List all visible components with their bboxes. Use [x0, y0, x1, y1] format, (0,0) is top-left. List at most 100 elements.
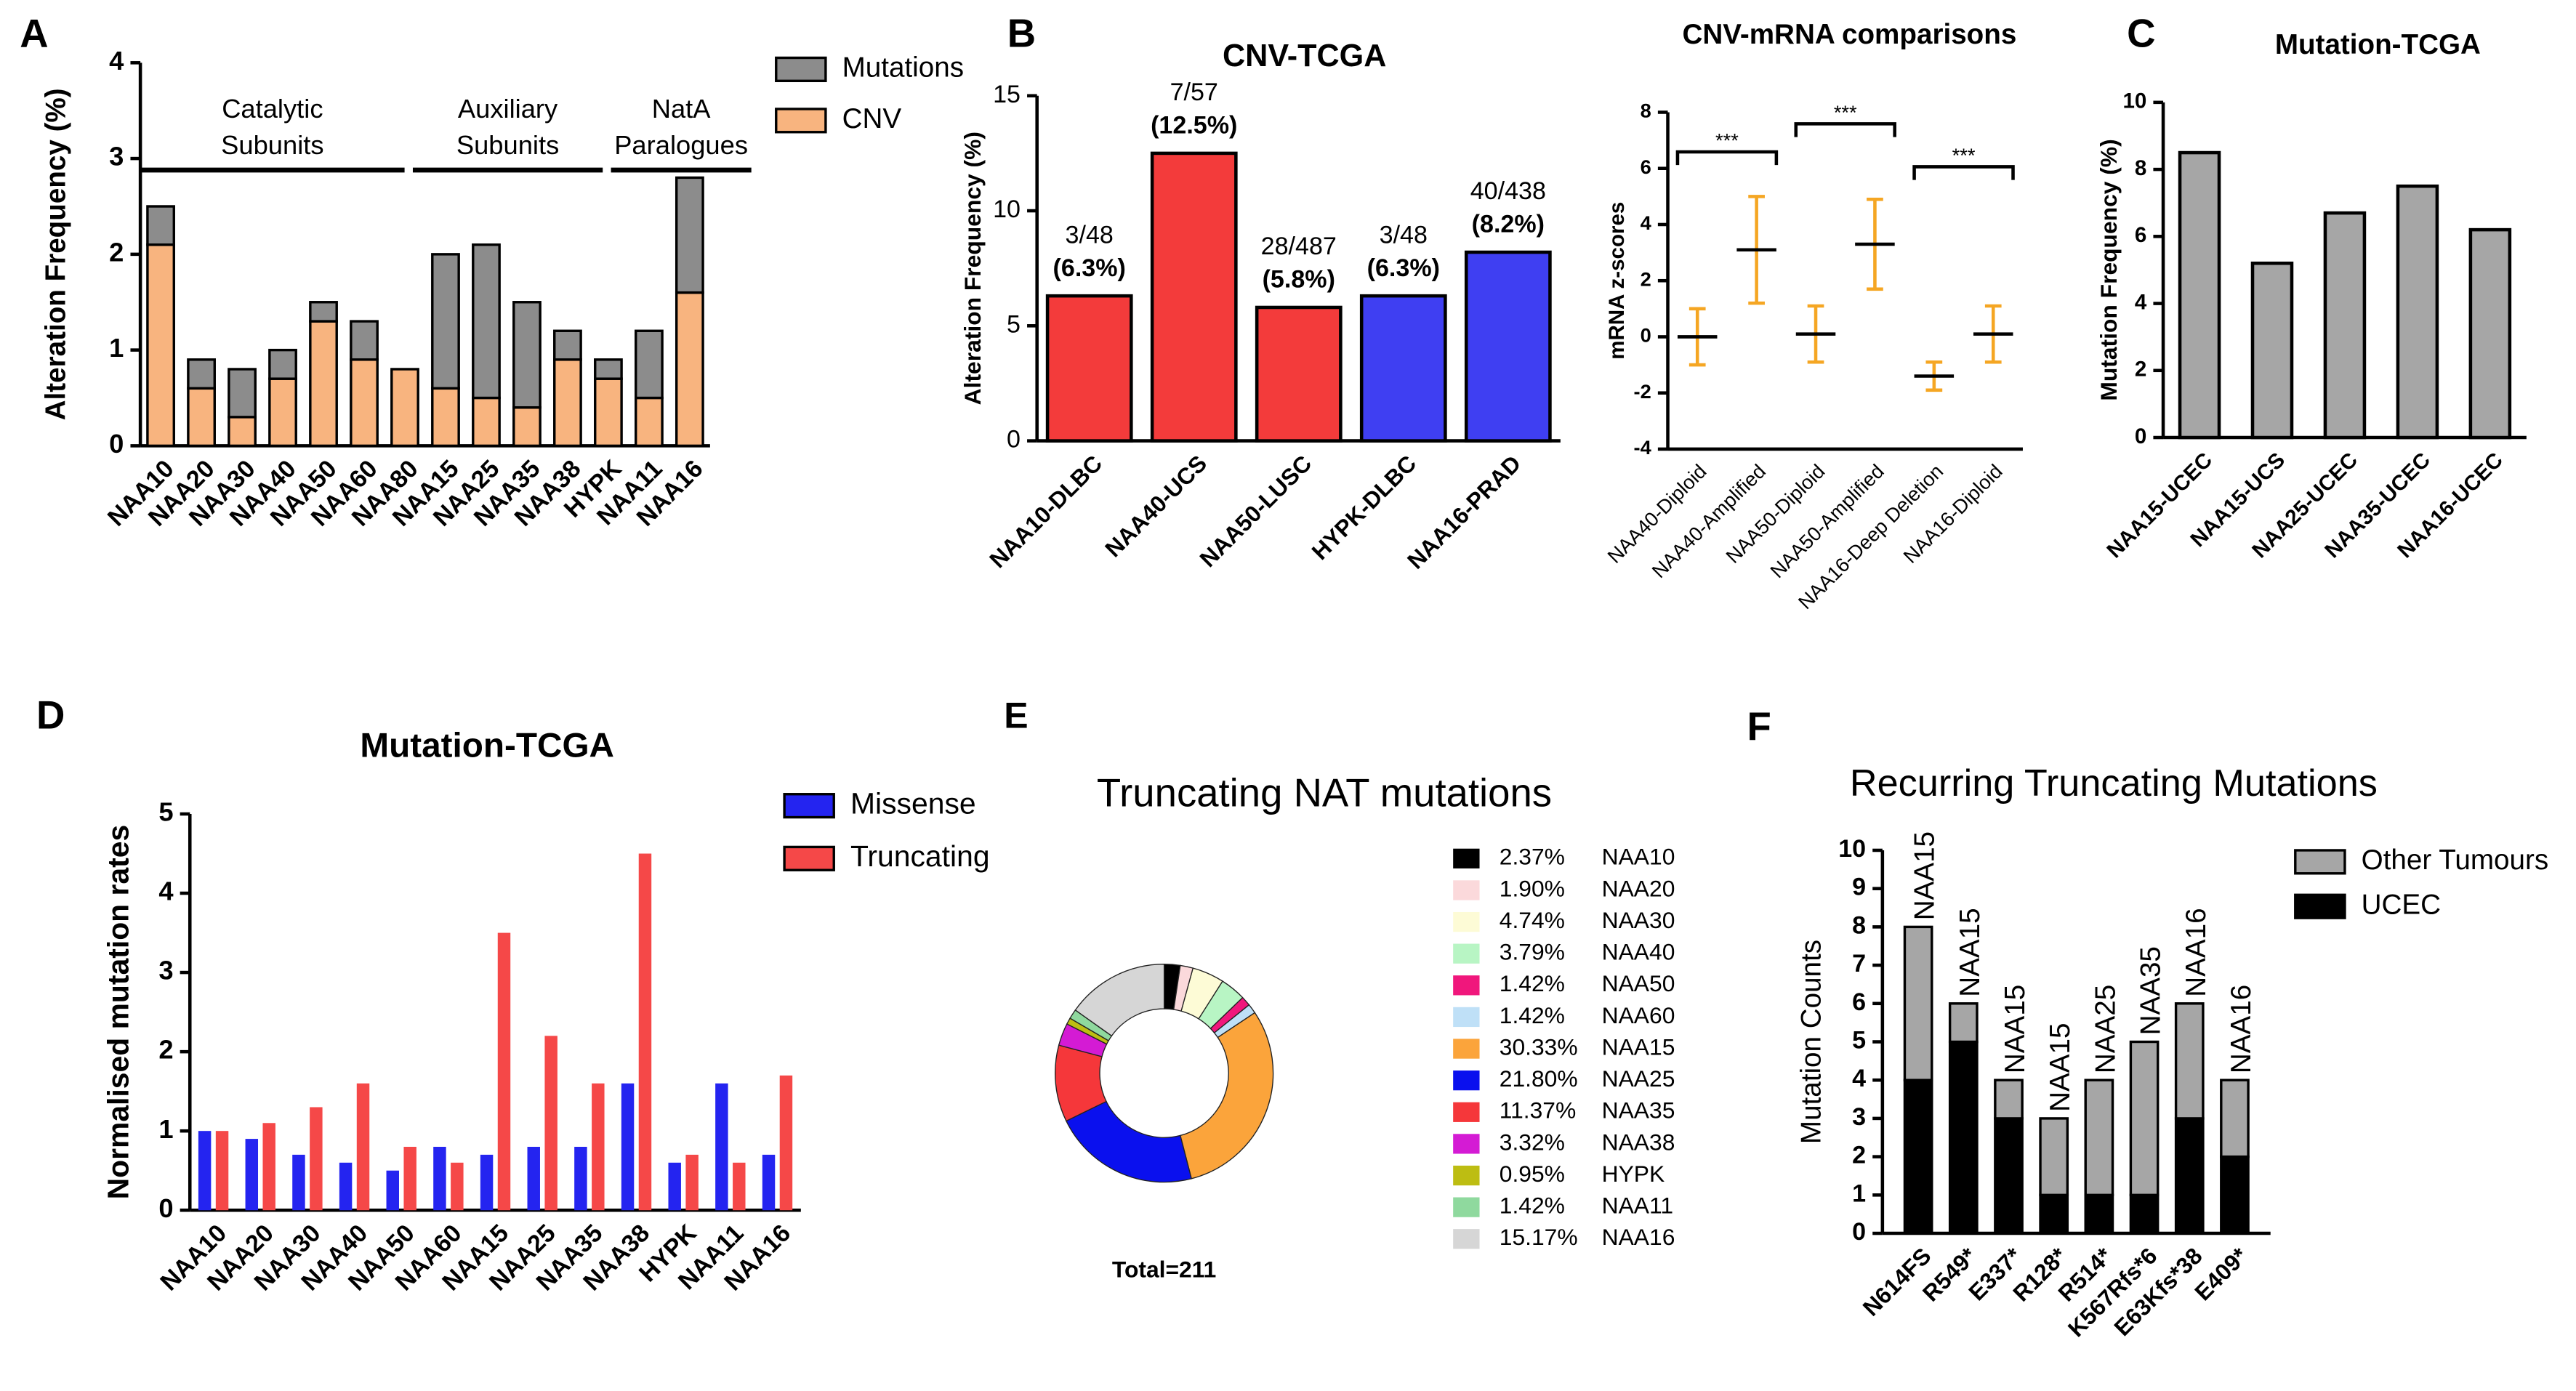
y-tick-label: 8 [1852, 911, 1866, 939]
legend-value: 30.33% [1500, 1033, 1578, 1060]
y-tick-label: -2 [1634, 380, 1651, 403]
legend-label: NAA11 [1602, 1193, 1673, 1219]
bar-segment [553, 329, 582, 361]
y-axis-label: Alteration Frequency (%) [41, 88, 72, 420]
bar [779, 1075, 793, 1211]
bar-segment [187, 358, 216, 390]
bar [621, 1083, 635, 1211]
bar-segment [2220, 1078, 2250, 1158]
bar [733, 1162, 746, 1211]
bar [310, 1107, 323, 1211]
significance-label: *** [1715, 129, 1739, 152]
legend-value: 1.42% [1500, 1193, 1565, 1219]
bar-segment [472, 243, 501, 400]
legend-label: Missense [850, 786, 976, 820]
y-tick-label: 10 [993, 195, 1021, 223]
bar [668, 1162, 681, 1211]
y-axis-label: Normalised mutation rates [102, 825, 135, 1200]
group-label: Paralogues [614, 130, 748, 160]
y-tick-label: 6 [1641, 156, 1651, 178]
legend-label: NAA20 [1602, 875, 1675, 901]
bar [638, 853, 652, 1211]
significance-bracket [1675, 150, 1779, 166]
panel-label: E [1004, 695, 1028, 735]
bar-segment [1948, 1040, 1979, 1235]
bar [356, 1083, 370, 1211]
legend-swatch [1453, 1071, 1480, 1091]
bar [292, 1154, 305, 1211]
legend-swatch [1453, 1197, 1480, 1217]
legend-value: 15.17% [1500, 1224, 1578, 1250]
bar-segment [2174, 1117, 2205, 1235]
bar-segment [634, 396, 664, 448]
x-tick-label: NAA40-Diploid [1603, 460, 1710, 568]
legend-label: NAA38 [1602, 1129, 1675, 1155]
group-label: Catalytic [222, 94, 323, 124]
bar-segment [146, 205, 175, 246]
ratio-label: 3/48 [1066, 221, 1114, 249]
gene-label: NAA15 [2045, 1023, 2076, 1111]
y-tick-label: 1 [158, 1114, 173, 1144]
bar-segment [512, 301, 542, 409]
bar-segment [553, 358, 582, 448]
bar-segment [594, 358, 623, 380]
value-label: (12.5%) [1151, 112, 1237, 140]
legend-value: 3.79% [1500, 939, 1565, 965]
y-tick-label: 2 [109, 237, 124, 267]
legend-label: NAA25 [1602, 1065, 1675, 1092]
legend-label: NAA40 [1602, 939, 1675, 965]
gene-label: NAA16 [2181, 908, 2212, 996]
legend-label: HYPK [1602, 1161, 1665, 1187]
bar [451, 1162, 464, 1211]
bar [2178, 150, 2221, 440]
donut-slice [1065, 1100, 1193, 1183]
group-label: Subunits [456, 130, 559, 160]
panel-label: A [20, 11, 48, 55]
bar [480, 1154, 494, 1211]
y-tick-label: 4 [2135, 290, 2147, 314]
legend-label: NAA16 [1602, 1224, 1675, 1250]
bar-segment [431, 253, 460, 390]
legend-swatch [1453, 1134, 1480, 1154]
bar-segment [228, 368, 257, 419]
legend-swatch [2294, 849, 2346, 875]
value-label: (5.8%) [1263, 266, 1335, 294]
bar [1359, 294, 1447, 443]
bar-segment [350, 358, 379, 448]
bar-segment [634, 329, 664, 400]
ratio-label: 7/57 [1170, 78, 1218, 106]
bar-segment [187, 387, 216, 448]
ratio-label: 28/487 [1261, 233, 1337, 260]
chart-title: Truncating NAT mutations [1097, 770, 1552, 815]
y-tick-label: 2 [1852, 1142, 1866, 1169]
bar-segment [2039, 1117, 2069, 1197]
legend-label: NAA50 [1602, 970, 1675, 996]
group-label: NatA [652, 94, 712, 124]
gene-label: NAA16 [2226, 985, 2257, 1073]
significance-label: *** [1952, 144, 1976, 166]
y-tick-label: 0 [109, 429, 124, 459]
bar [386, 1170, 399, 1211]
bar-segment [350, 320, 379, 361]
y-axis-label: mRNA z-scores [1605, 202, 1629, 360]
bar [433, 1146, 446, 1211]
legend-swatch [1453, 1165, 1480, 1186]
bar [685, 1154, 699, 1211]
gene-label: NAA35 [2136, 946, 2167, 1035]
bar-segment [146, 243, 175, 448]
bar-segment [309, 301, 338, 323]
bar [339, 1162, 353, 1211]
group-label: Auxiliary [458, 94, 558, 124]
y-tick-label: 2 [158, 1035, 173, 1065]
bar [762, 1154, 776, 1211]
bar [592, 1083, 605, 1211]
legend-swatch [783, 793, 835, 819]
bar [1464, 250, 1552, 443]
legend-value: 1.42% [1500, 970, 1565, 996]
chart-title: Mutation-TCGA [360, 727, 614, 765]
bar-segment [2084, 1193, 2114, 1235]
bar [403, 1146, 416, 1211]
legend-label: NAA30 [1602, 907, 1675, 933]
panel-label: B [1007, 11, 1036, 55]
bar [2323, 211, 2367, 440]
